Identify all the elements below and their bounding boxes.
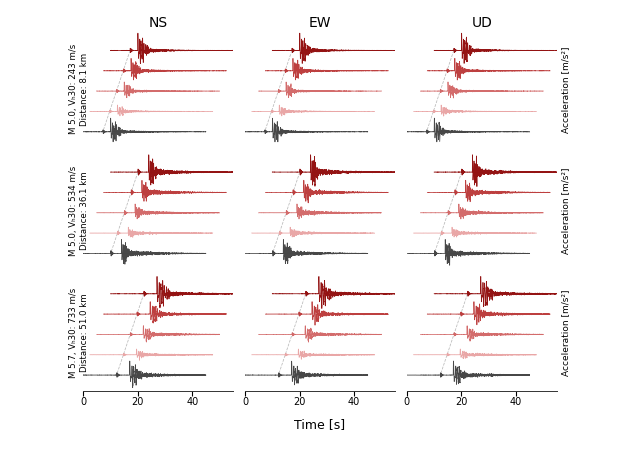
Text: Acceleration [m/s²]: Acceleration [m/s²] (561, 168, 570, 254)
Title: NS: NS (148, 16, 168, 30)
Text: Acceleration [m/s²]: Acceleration [m/s²] (561, 290, 570, 376)
Y-axis label: M 5.7, Vₕ30: 733 m/s
Distance: 51.0 km: M 5.7, Vₕ30: 733 m/s Distance: 51.0 km (69, 287, 89, 378)
Y-axis label: M 5.0, Vₕ30: 243 m/s
Distance: 8.1 km: M 5.0, Vₕ30: 243 m/s Distance: 8.1 km (69, 44, 89, 135)
Title: EW: EW (308, 16, 332, 30)
Y-axis label: M 5.0, Vₕ30: 534 m/s
Distance: 36.1 km: M 5.0, Vₕ30: 534 m/s Distance: 36.1 km (69, 166, 89, 256)
Text: Acceleration [m/s²]: Acceleration [m/s²] (561, 46, 570, 132)
Text: Time [s]: Time [s] (294, 418, 346, 431)
Title: UD: UD (472, 16, 492, 30)
